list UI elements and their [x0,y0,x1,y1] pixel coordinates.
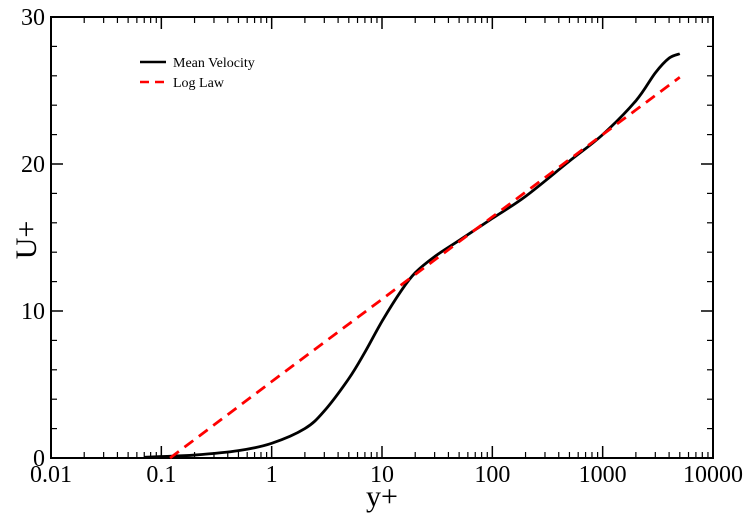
y-tick-label: 10 [21,299,45,325]
legend-label-mean-velocity: Mean Velocity [173,56,255,71]
y-tick-label: 30 [21,5,45,31]
legend: Mean Velocity Log Law [140,56,255,91]
x-tick-label: 10 [370,462,394,488]
y-tick-label: 20 [21,152,45,178]
x-tick-label: 1 [266,462,278,488]
series-layer [144,52,681,460]
x-tick-label: 1000 [579,462,627,488]
legend-label-log-law: Log Law [173,76,225,91]
series-line-mean-velocity [144,52,681,459]
x-axis-title: y+ [366,480,398,513]
x-tick-label: 100 [474,462,510,488]
plot-frame [50,16,714,459]
y-axis-title: U+ [10,221,43,260]
x-tick-label: 0.1 [146,462,176,488]
y-tick-label: 0 [33,446,45,472]
x-tick-label: 10000 [683,462,743,488]
series-line-log-law [169,76,681,460]
tick-labels: 0.01 0.1 1 10 100 1000 10000 0 10 20 30 [21,5,743,488]
ticks [50,16,714,459]
x-tick-label: 0.01 [30,462,72,488]
